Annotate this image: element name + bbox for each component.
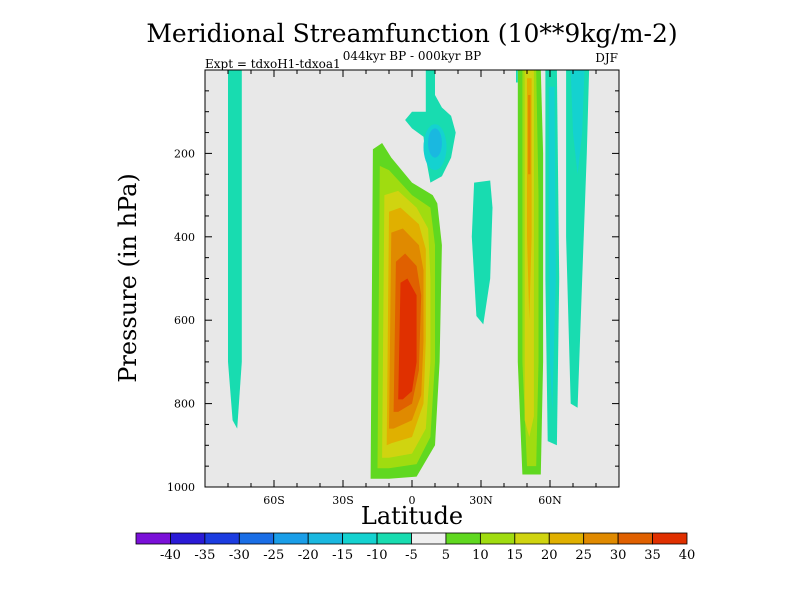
colorbar-swatch: [273, 532, 309, 545]
colorbar-label: -5: [405, 548, 418, 563]
colorbar-label: 30: [610, 548, 627, 563]
colorbar-swatch: [583, 532, 619, 545]
chart-title: Meridional Streamfunction (10**9kg/m-2): [146, 19, 677, 48]
contour-nh-polar-band: [566, 70, 590, 408]
colorbar-swatch: [617, 532, 653, 545]
x-tick-label: 30S: [332, 494, 354, 507]
y-axis-label: Pressure (in hPa): [114, 173, 142, 383]
contour-upper-neg-core: [428, 128, 442, 158]
colorbar: [135, 532, 688, 545]
x-tick-label: 60S: [263, 494, 285, 507]
colorbar-label: -35: [194, 548, 215, 563]
axis-ticks: [205, 70, 619, 488]
colorbar-label: 40: [679, 548, 696, 563]
x-tick-label: 30N: [469, 494, 493, 507]
colorbar-swatch: [135, 532, 171, 545]
colorbar-swatch: [307, 532, 344, 545]
contour-nh-polar-inner: [570, 70, 585, 175]
expt-label: Expt = tdxoH1-tdxoa1: [205, 57, 341, 71]
colorbar-swatch: [170, 532, 206, 545]
colorbar-swatch: [652, 532, 688, 545]
y-tick-label: 400: [174, 231, 195, 244]
colorbar-swatch: [376, 532, 412, 545]
colorbar-label: 35: [644, 548, 661, 563]
colorbar-label: -25: [263, 548, 284, 563]
contour-hadley-level-35: [398, 278, 417, 400]
y-tick-label: 200: [174, 147, 195, 160]
colorbar-swatch: [479, 532, 516, 545]
season-label: DJF: [595, 51, 618, 65]
colorbar-label: -15: [332, 548, 353, 563]
colorbar-label: -30: [229, 548, 250, 563]
colorbar-label: -10: [367, 548, 388, 563]
colorbar-swatch: [514, 532, 550, 545]
contour-speck: [516, 70, 518, 83]
colorbar-label: 20: [541, 548, 558, 563]
contour-fills: [228, 70, 590, 479]
x-tick-label: 0: [409, 494, 416, 507]
y-tick-label: 600: [174, 314, 195, 327]
y-tick-labels: 200 400 600 800 1000: [167, 147, 195, 494]
colorbar-labels: -40 -35 -30 -25 -20 -15 -10 -5 5 10 15 20 25 30 35 40: [160, 548, 695, 563]
colorbar-swatch: [411, 532, 447, 545]
colorbar-swatch: [342, 532, 378, 545]
colorbar-label: 25: [575, 548, 592, 563]
colorbar-label: -40: [160, 548, 181, 563]
contour-sh-polar-band: [228, 70, 242, 429]
colorbar-swatch: [204, 532, 240, 545]
y-tick-label: 800: [174, 398, 195, 411]
colorbar-label: 10: [472, 548, 489, 563]
chart-subtitle: 044kyr BP - 000kyr BP: [343, 49, 481, 63]
colorbar-swatch: [548, 532, 585, 545]
contour-midlat-inner: [548, 86, 556, 412]
colorbar-label: 15: [507, 548, 524, 563]
x-axis-label: Latitude: [361, 502, 463, 530]
colorbar-swatch: [238, 532, 275, 545]
x-tick-labels: 60S 30S 0 30N 60N: [263, 494, 562, 507]
y-tick-label: 1000: [167, 481, 195, 494]
contour-subtropical-band: [471, 180, 493, 325]
colorbar-label: -20: [298, 548, 319, 563]
colorbar-swatch: [445, 532, 481, 545]
colorbar-label: 5: [442, 548, 450, 563]
x-tick-label: 60N: [538, 494, 562, 507]
contour-ferrel-level-25: [528, 95, 531, 175]
